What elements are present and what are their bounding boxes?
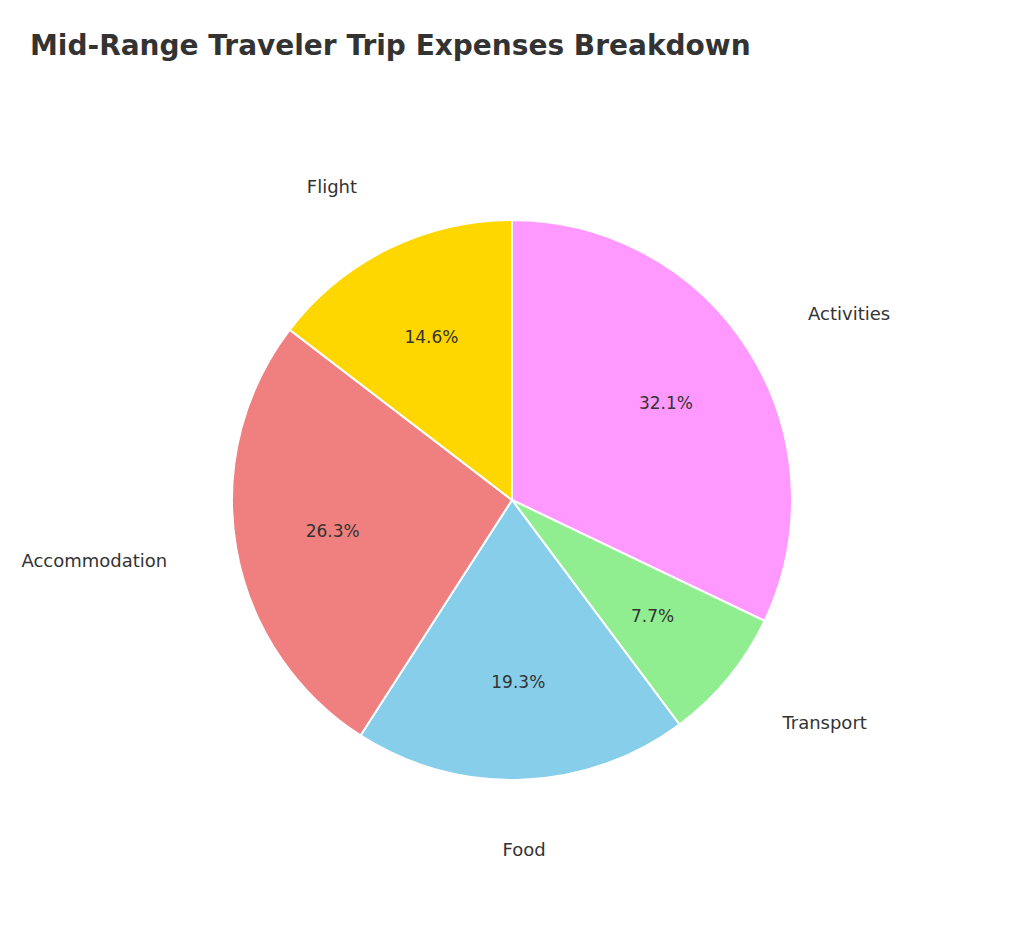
category-label: Accommodation — [21, 550, 167, 571]
data-label: 7.7% — [631, 606, 674, 626]
category-label: Flight — [307, 176, 357, 197]
pie-texts: 32.1% 7.7% 19.3% 26.3% 14.6% Activities Transp… — [21, 176, 890, 861]
slices — [232, 220, 792, 780]
chart-svg: Mid-Range Traveler Trip Expenses Breakdo… — [0, 0, 1024, 943]
data-label: 19.3% — [491, 672, 545, 692]
chart-container: Mid-Range Traveler Trip Expenses Breakdo… — [0, 0, 1024, 943]
data-label: 14.6% — [404, 327, 458, 347]
category-label: Food — [503, 839, 546, 860]
category-label: Transport — [781, 712, 866, 733]
pie-group — [232, 220, 792, 780]
pie-slice — [290, 220, 512, 500]
chart-title: Mid-Range Traveler Trip Expenses Breakdo… — [30, 29, 751, 62]
data-label: 32.1% — [639, 393, 693, 413]
data-label: 26.3% — [306, 521, 360, 541]
category-label: Activities — [808, 303, 890, 324]
